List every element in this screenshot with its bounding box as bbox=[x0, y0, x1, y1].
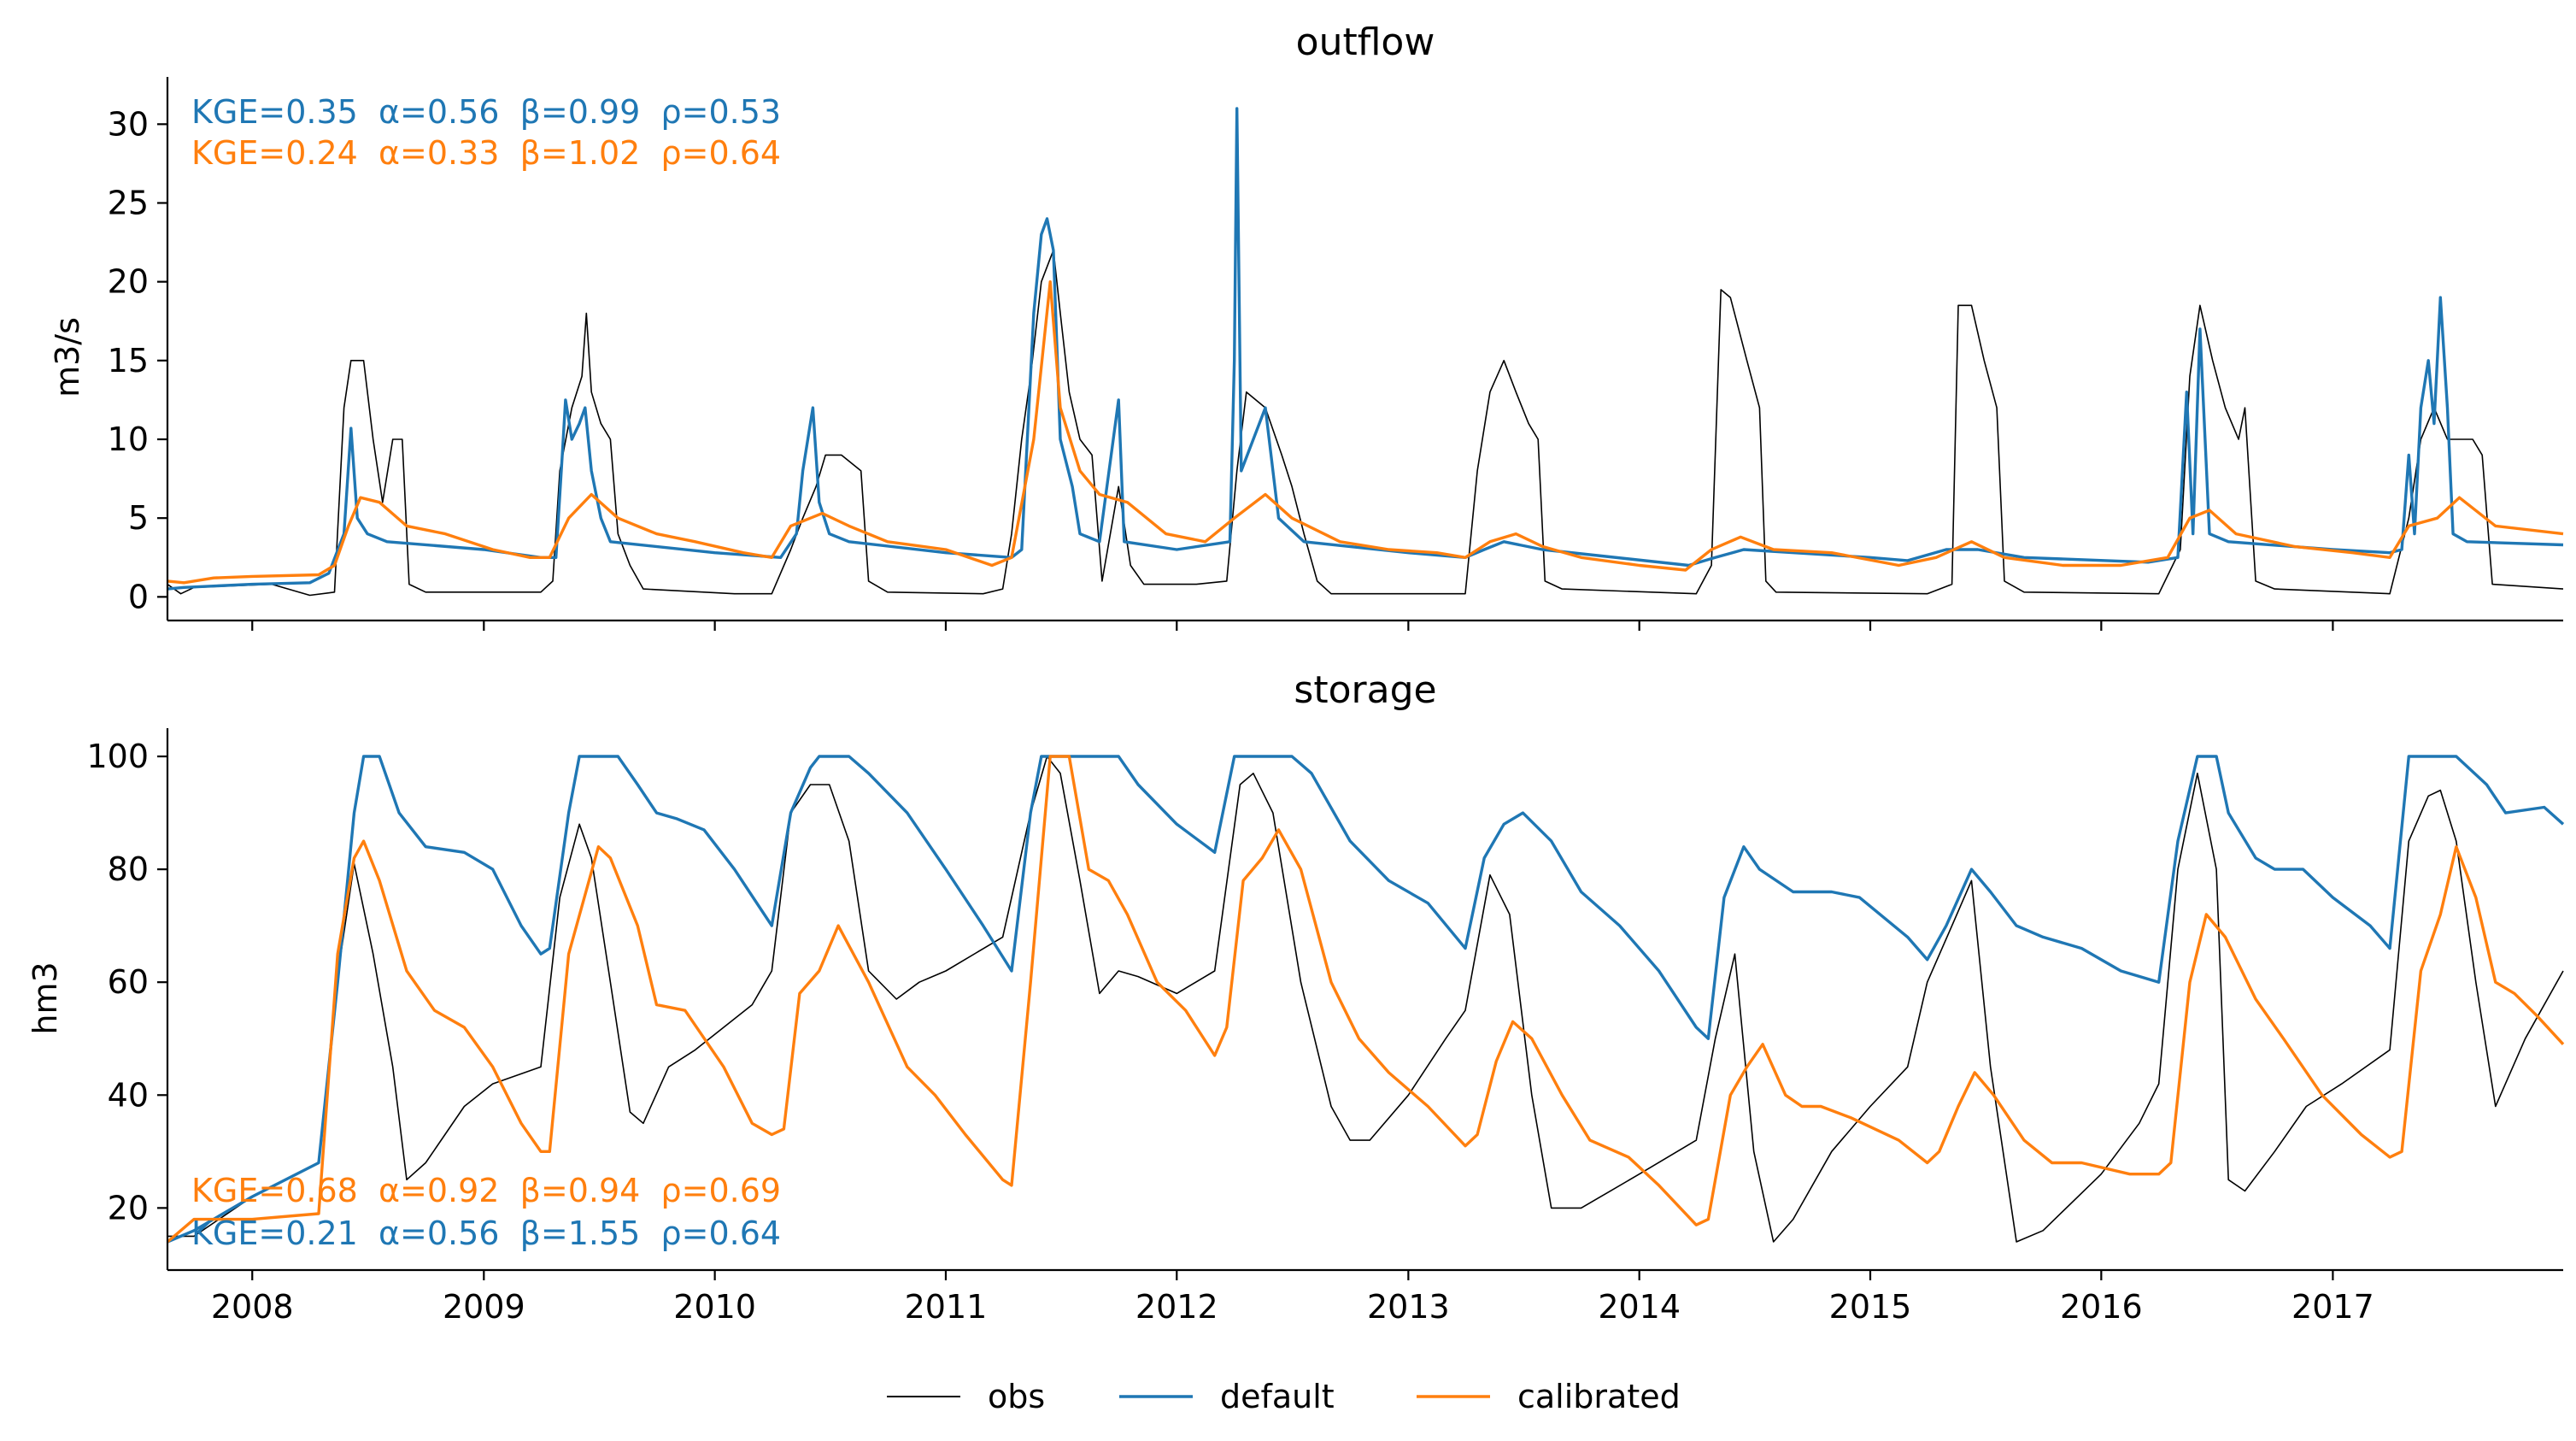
x-tick-label: 2008 bbox=[211, 1288, 294, 1326]
y-tick-label: 10 bbox=[108, 421, 149, 458]
outflow-plot-area bbox=[167, 107, 2564, 597]
outflow-title: outflow bbox=[1296, 21, 1435, 64]
x-tick-label: 2015 bbox=[1829, 1288, 1912, 1326]
x-tick-label: 2010 bbox=[673, 1288, 756, 1326]
series-line-calibrated bbox=[166, 755, 2565, 1244]
y-tick-label: 100 bbox=[86, 738, 149, 775]
outflow-ylabel: m3/s bbox=[49, 317, 86, 397]
x-tick-label: 2013 bbox=[1367, 1288, 1450, 1326]
x-tick-label: 2012 bbox=[1135, 1288, 1218, 1326]
x-tick-label: 2014 bbox=[1598, 1288, 1681, 1326]
outflow-panel: outflow m3/s 0 5 10 15 20 25 30 KGE=0.35 α=0.5… bbox=[49, 21, 2564, 631]
y-tick-label: 0 bbox=[128, 578, 149, 615]
outflow-metric-calibrated: KGE=0.24 α=0.33 β=1.02 ρ=0.64 bbox=[191, 134, 781, 172]
x-tick-label: 2011 bbox=[905, 1288, 988, 1326]
y-tick-label: 25 bbox=[108, 184, 149, 221]
series-line-obs bbox=[167, 250, 2564, 597]
y-tick-label: 5 bbox=[128, 499, 149, 537]
legend-obs-label: obs bbox=[988, 1378, 1045, 1415]
legend-calibrated-label: calibrated bbox=[1517, 1378, 1681, 1415]
y-tick-label: 80 bbox=[108, 850, 149, 888]
series-line-default bbox=[167, 107, 2564, 591]
storage-plot-area bbox=[166, 755, 2565, 1244]
x-tick-label: 2009 bbox=[443, 1288, 525, 1326]
storage-ylabel: hm3 bbox=[26, 962, 64, 1034]
y-tick-label: 30 bbox=[108, 105, 149, 143]
y-tick-label: 20 bbox=[108, 1189, 149, 1226]
storage-metric-calibrated: KGE=0.68 α=0.92 β=0.94 ρ=0.69 bbox=[191, 1172, 781, 1209]
series-line-obs bbox=[167, 756, 2564, 1243]
storage-ticks: 20 40 60 80 100 2008 2009 2010 2011 2012 2013 2014 2… bbox=[86, 738, 2374, 1326]
y-tick-label: 60 bbox=[108, 963, 149, 1001]
y-tick-label: 15 bbox=[108, 342, 149, 379]
outflow-ticks: 0 5 10 15 20 25 30 bbox=[108, 105, 2334, 631]
legend-default-label: default bbox=[1220, 1378, 1335, 1415]
series-line-default bbox=[167, 755, 2565, 1244]
x-tick-label: 2017 bbox=[2291, 1288, 2374, 1326]
storage-metric-default: KGE=0.21 α=0.56 β=1.55 ρ=0.64 bbox=[191, 1215, 781, 1252]
y-tick-label: 20 bbox=[108, 263, 149, 301]
legend: obs default calibrated bbox=[887, 1378, 1681, 1415]
storage-title: storage bbox=[1294, 668, 1436, 712]
series-line-calibrated bbox=[167, 280, 2564, 585]
x-tick-label: 2016 bbox=[2060, 1288, 2143, 1326]
outflow-metric-default: KGE=0.35 α=0.56 β=0.99 ρ=0.53 bbox=[191, 93, 781, 131]
y-tick-label: 40 bbox=[108, 1076, 149, 1114]
